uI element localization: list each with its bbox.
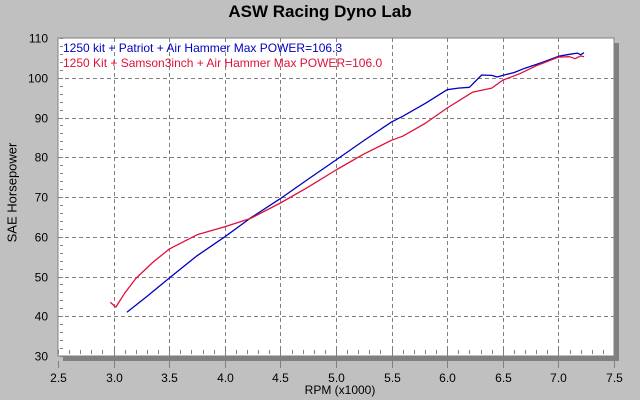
y-tick-label: 80 — [35, 151, 49, 165]
legend: 1250 kit + Patriot + Air Hammer Max POWE… — [63, 41, 382, 70]
x-tick-label: 2.5 — [50, 371, 67, 385]
y-tick-label: 60 — [35, 231, 49, 245]
x-axis-label: RPM (x1000) — [304, 383, 376, 397]
x-tick-label: 6.0 — [439, 371, 456, 385]
y-tick-label: 30 — [35, 350, 49, 364]
y-tick-label: 50 — [35, 271, 49, 285]
data-series — [109, 52, 585, 313]
x-tick-label: 5.5 — [384, 371, 401, 385]
y-tick-label: 90 — [35, 112, 49, 126]
series-line-1 — [126, 52, 585, 313]
x-tick-label: 6.5 — [495, 371, 512, 385]
legend-entry-2: 1250 Kit + Samson3inch + Air Hammer Max … — [63, 56, 382, 70]
grid-lines — [58, 38, 614, 356]
x-tick-label: 4.0 — [217, 371, 234, 385]
y-tick-label: 110 — [29, 32, 48, 46]
chart-title: ASW Racing Dyno Lab — [228, 2, 412, 21]
y-tick-label: 70 — [35, 191, 49, 205]
series-line-2 — [109, 55, 585, 308]
x-tick-label: 7.0 — [550, 371, 567, 385]
x-tick-label: 5.0 — [328, 371, 345, 385]
axis-ticks: 2.5 3.0 3.5 4.0 4.5 5.0 5.5 6.0 6.5 7.0 7.5 30 40 50 6… — [28, 32, 623, 386]
x-tick-label: 4.5 — [272, 371, 289, 385]
x-tick-label: 3.5 — [161, 371, 178, 385]
legend-entry-1: 1250 kit + Patriot + Air Hammer Max POWE… — [63, 41, 342, 55]
x-tick-label: 3.0 — [106, 371, 123, 385]
y-tick-label: 100 — [28, 72, 48, 86]
y-tick-label: 40 — [35, 310, 49, 324]
x-tick-label: 7.5 — [606, 371, 623, 385]
